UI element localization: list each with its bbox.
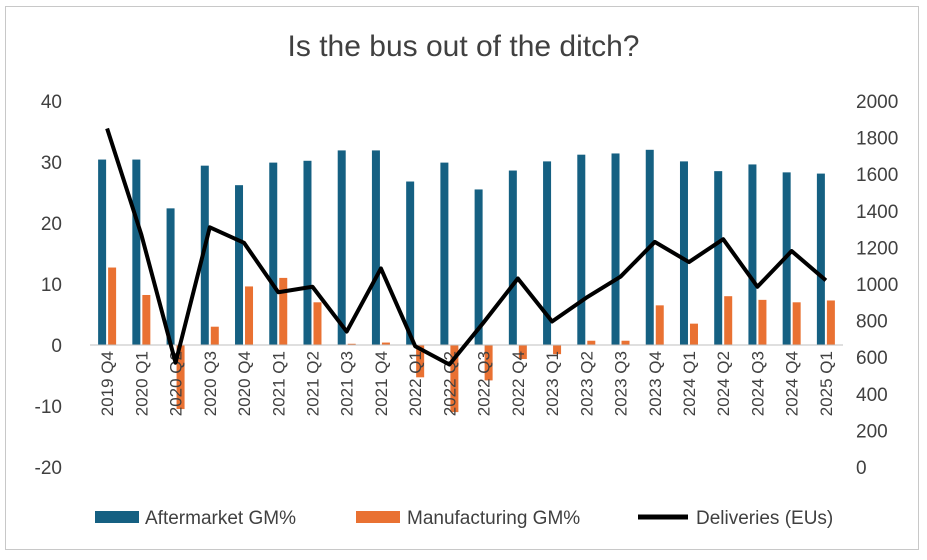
deliveries-line <box>105 127 828 367</box>
manufacturing-bar <box>758 299 767 345</box>
manufacturing-bar <box>621 340 630 345</box>
aftermarket-bar <box>371 150 380 345</box>
right-tick-label: 0 <box>856 458 867 479</box>
category-label: 2024 Q2 <box>714 351 733 416</box>
deliveries-line-group <box>105 127 828 367</box>
left-tick-label: 0 <box>51 336 62 357</box>
manufacturing-bar <box>484 345 493 381</box>
legend-label-manufacturing: Manufacturing GM% <box>407 508 580 529</box>
aftermarket-bar <box>611 153 620 345</box>
manufacturing-bar <box>142 294 151 345</box>
manufacturing-bar <box>689 323 698 345</box>
left-tick-label: 30 <box>41 153 62 174</box>
legend-swatch-aftermarket <box>95 511 139 523</box>
aftermarket-bar <box>748 164 757 345</box>
aftermarket-bar <box>98 159 107 345</box>
category-label: 2022 Q1 <box>406 351 425 416</box>
right-tick-label: 600 <box>856 348 888 369</box>
manufacturing-bar <box>108 267 117 345</box>
aftermarket-bar <box>200 165 209 345</box>
manufacturing-bar <box>655 305 664 345</box>
aftermarket-bar <box>474 189 483 345</box>
category-label: 2023 Q2 <box>577 351 596 416</box>
right-tick-label: 400 <box>856 385 888 406</box>
legend-label-deliveries: Deliveries (EUs) <box>696 508 833 529</box>
right-tick-label: 1600 <box>856 165 898 186</box>
legend: Aftermarket GM% Manufacturing GM% Deliveri… <box>95 508 833 529</box>
manufacturing-bar <box>518 345 527 360</box>
right-tick-label: 1200 <box>856 238 898 259</box>
category-label: 2023 Q3 <box>612 351 631 416</box>
category-labels: 2019 Q4 2020 Q1 2020 Q2 2020 Q3 2020 Q4 2021 … <box>98 351 836 416</box>
aftermarket-bar <box>543 161 552 345</box>
category-label: 2022 Q3 <box>475 351 494 416</box>
category-label: 2024 Q3 <box>748 351 767 416</box>
aftermarket-bar <box>132 159 141 345</box>
aftermarket-bar <box>337 150 346 345</box>
left-tick-label: 20 <box>41 214 62 235</box>
category-label: 2022 Q4 <box>509 351 528 416</box>
aftermarket-bar <box>440 162 449 345</box>
manufacturing-bar <box>313 302 322 345</box>
right-tick-label: 1000 <box>856 275 898 296</box>
manufacturing-bar <box>279 277 288 345</box>
aftermarket-bar <box>235 185 244 345</box>
left-tick-label: -20 <box>35 458 62 479</box>
category-label: 2024 Q1 <box>680 351 699 416</box>
aftermarket-bar <box>816 173 825 345</box>
manufacturing-bar <box>176 345 185 410</box>
right-tick-label: 2000 <box>856 92 898 113</box>
category-label: 2019 Q4 <box>98 351 117 416</box>
manufacturing-bar <box>347 343 356 345</box>
manufacturing-bar <box>450 345 459 413</box>
aftermarket-bar <box>714 171 723 345</box>
category-label: 2020 Q2 <box>167 351 186 416</box>
right-tick-label: 800 <box>856 312 888 333</box>
manufacturing-bar <box>792 302 801 345</box>
legend-label-aftermarket: Aftermarket GM% <box>145 508 296 529</box>
aftermarket-bar <box>577 154 586 345</box>
aftermarket-bar <box>303 160 312 345</box>
legend-swatch-manufacturing <box>356 511 400 523</box>
manufacturing-bar <box>724 296 733 345</box>
right-tick-label: 1800 <box>856 129 898 150</box>
manufacturing-bar <box>587 340 596 345</box>
category-label: 2021 Q4 <box>372 351 391 416</box>
right-tick-label: 1400 <box>856 202 898 223</box>
category-label: 2023 Q4 <box>646 351 665 416</box>
right-tick-label: 200 <box>856 421 888 442</box>
aftermarket-bar <box>508 170 517 345</box>
category-label: 2020 Q3 <box>201 351 220 416</box>
left-tick-label: 40 <box>41 92 62 113</box>
left-tick-label: -10 <box>35 397 62 418</box>
category-label: 2021 Q1 <box>269 351 288 416</box>
manufacturing-bar <box>210 326 219 345</box>
left-tick-label: 10 <box>41 275 62 296</box>
category-label: 2022 Q2 <box>440 351 459 416</box>
category-label: 2020 Q1 <box>132 351 151 416</box>
left-axis-ticks: 40 30 20 10 0 -10 -20 <box>35 92 62 479</box>
manufacturing-bar <box>826 300 835 345</box>
category-label: 2021 Q2 <box>303 351 322 416</box>
category-label: 2024 Q4 <box>783 351 802 416</box>
chart-title: Is the bus out of the ditch? <box>287 30 640 63</box>
aftermarket-bar <box>269 162 278 345</box>
aftermarket-bar <box>406 181 415 345</box>
manufacturing-bar <box>553 345 562 355</box>
category-label: 2025 Q1 <box>817 351 836 416</box>
manufacturing-bar <box>416 345 425 378</box>
manufacturing-bar <box>381 342 390 345</box>
category-label: 2021 Q3 <box>338 351 357 416</box>
manufacturing-bar <box>245 286 254 345</box>
category-label: 2023 Q1 <box>543 351 562 416</box>
category-label: 2020 Q4 <box>235 351 254 416</box>
aftermarket-bar <box>679 161 688 345</box>
aftermarket-bar <box>166 208 175 345</box>
